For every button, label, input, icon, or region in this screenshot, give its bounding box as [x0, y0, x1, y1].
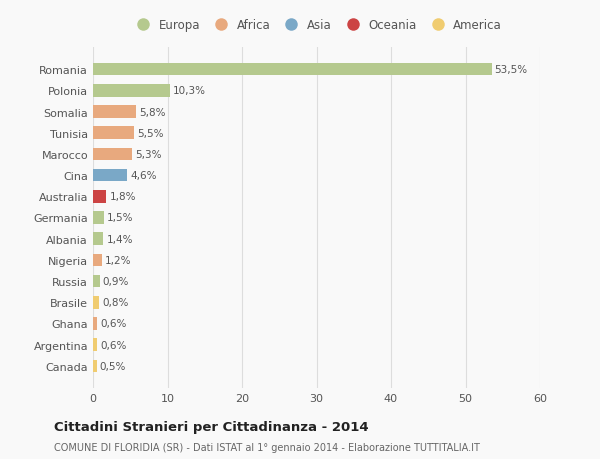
Text: 53,5%: 53,5%: [494, 65, 527, 75]
Bar: [93, 106, 136, 118]
Bar: [93, 233, 103, 246]
Text: 0,8%: 0,8%: [102, 297, 128, 308]
Bar: [93, 254, 102, 267]
Bar: [93, 190, 106, 203]
Bar: [93, 339, 97, 351]
Bar: [93, 275, 100, 288]
Bar: [93, 318, 97, 330]
Bar: [93, 64, 491, 76]
Legend: Europa, Africa, Asia, Oceania, America: Europa, Africa, Asia, Oceania, America: [129, 17, 504, 34]
Text: 5,8%: 5,8%: [139, 107, 166, 117]
Bar: [93, 296, 99, 309]
Bar: [93, 360, 97, 372]
Text: 1,8%: 1,8%: [109, 192, 136, 202]
Text: 5,3%: 5,3%: [136, 150, 162, 160]
Text: 0,6%: 0,6%: [100, 340, 127, 350]
Text: COMUNE DI FLORIDIA (SR) - Dati ISTAT al 1° gennaio 2014 - Elaborazione TUTTITALI: COMUNE DI FLORIDIA (SR) - Dati ISTAT al …: [54, 442, 480, 452]
Text: 10,3%: 10,3%: [173, 86, 206, 96]
Bar: [93, 148, 133, 161]
Text: 0,9%: 0,9%: [103, 276, 129, 286]
Bar: [93, 169, 127, 182]
Text: 1,4%: 1,4%: [106, 234, 133, 244]
Text: 0,6%: 0,6%: [100, 319, 127, 329]
Text: 4,6%: 4,6%: [130, 171, 157, 181]
Bar: [93, 127, 134, 140]
Text: Cittadini Stranieri per Cittadinanza - 2014: Cittadini Stranieri per Cittadinanza - 2…: [54, 420, 368, 433]
Text: 1,5%: 1,5%: [107, 213, 134, 223]
Bar: [93, 212, 104, 224]
Text: 0,5%: 0,5%: [100, 361, 126, 371]
Text: 1,2%: 1,2%: [105, 255, 131, 265]
Bar: [93, 85, 170, 97]
Text: 5,5%: 5,5%: [137, 129, 163, 139]
